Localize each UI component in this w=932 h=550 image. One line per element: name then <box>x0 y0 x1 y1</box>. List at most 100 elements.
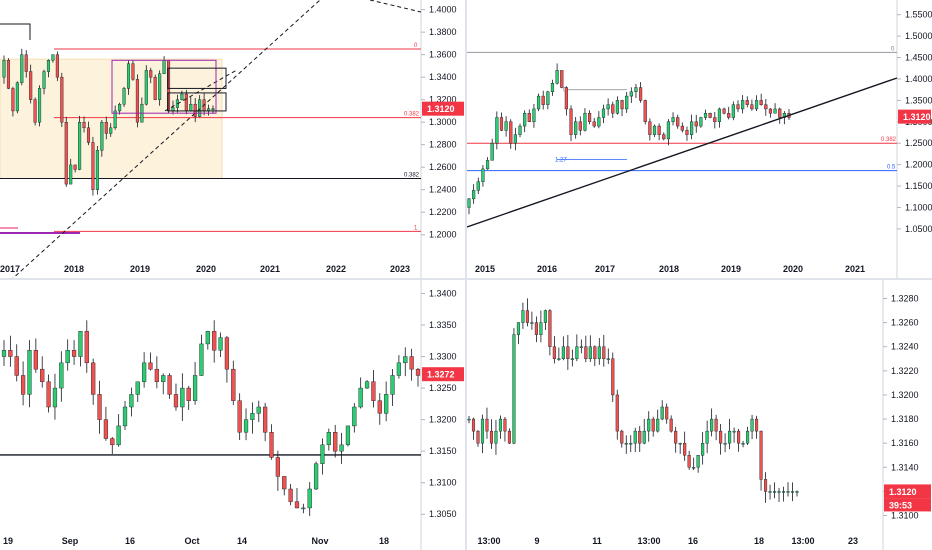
y-tick-label: 1.3500 <box>905 95 932 105</box>
candle-body <box>333 432 338 452</box>
countdown-label: 39:53 <box>889 500 912 510</box>
candle-body <box>294 501 300 509</box>
candle-body <box>490 143 494 161</box>
candle-body <box>467 418 471 421</box>
candle-body <box>116 425 121 446</box>
candle-body <box>237 400 242 433</box>
candle-body <box>345 425 351 446</box>
candle-body <box>692 467 696 469</box>
candle-body <box>6 60 10 89</box>
y-tick-label: 1.3150 <box>429 446 457 456</box>
candle-body <box>548 310 552 347</box>
candle-body <box>648 121 652 135</box>
pane-divider-horizontal[interactable] <box>0 278 932 280</box>
candle-body <box>516 322 520 335</box>
candle-body <box>759 100 763 105</box>
fib-label: 1.27 <box>555 157 567 163</box>
candle-body <box>91 362 96 395</box>
y-tick-label: 1.3100 <box>891 511 919 521</box>
candle-body <box>665 406 669 420</box>
fib-label: 1 <box>414 225 418 231</box>
candle-body <box>180 387 185 408</box>
candle-body <box>263 406 268 433</box>
candle-body <box>161 375 166 382</box>
candle-body <box>578 121 582 131</box>
candle-body <box>513 134 517 144</box>
candle-body <box>575 346 579 359</box>
candle-body <box>409 356 414 370</box>
candle-body <box>634 87 638 93</box>
candle-body <box>471 418 476 432</box>
candle-body <box>777 491 781 493</box>
candle-body <box>489 430 494 444</box>
chart-top-left[interactable]: 1.4000 1.3800 1.3600 1.3400 1.3200 1.3000 1.28… <box>0 0 465 278</box>
y-tick-label: 1.3000 <box>429 117 457 127</box>
last-price-badge <box>898 109 931 124</box>
chart-pane-bottom-right[interactable]: 1.3280 1.3260 1.3240 1.3220 1.3200 1.3180 1.31… <box>467 280 932 550</box>
y-tick-label: 1.3180 <box>891 414 919 424</box>
candle-body <box>384 394 389 414</box>
candle-body <box>59 362 64 389</box>
candle-body <box>64 121 68 185</box>
candle-body <box>154 368 159 382</box>
candle-body <box>110 438 115 446</box>
candle-body <box>97 394 102 420</box>
candle-body <box>685 130 689 135</box>
candle-body <box>193 103 197 117</box>
x-tick-label: 2020 <box>783 264 803 274</box>
chart-bottom-right[interactable]: 1.3280 1.3260 1.3240 1.3220 1.3200 1.3180 1.31… <box>467 280 932 550</box>
x-tick-label: 2018 <box>659 264 679 274</box>
candle-body <box>560 70 564 88</box>
candle-body <box>532 108 536 122</box>
candle-body <box>167 375 172 395</box>
y-tick-label: 1.3280 <box>891 293 919 303</box>
candle-body <box>313 463 319 490</box>
candle-body <box>158 73 162 100</box>
candle-body <box>42 71 46 89</box>
candle-body <box>269 432 274 458</box>
pane-divider-vertical[interactable] <box>465 0 467 550</box>
candle-body <box>606 358 610 360</box>
x-tick-label: 13:00 <box>637 536 660 546</box>
candle-body <box>14 356 19 376</box>
candle-body <box>301 507 306 510</box>
chart-pane-top-right[interactable]: 1.55001.50001.45001.40001.35001.30001.25… <box>467 0 932 278</box>
chart-bottom-left[interactable]: 1.3400 1.3350 1.3300 1.3250 1.3200 1.3150 1.31… <box>0 280 465 550</box>
black-box <box>167 92 227 112</box>
candle-body <box>674 430 678 444</box>
y-tick-label: 1.3200 <box>429 95 457 105</box>
candle-body <box>638 430 642 444</box>
chart-top-right[interactable]: 1.55001.50001.45001.40001.35001.30001.25… <box>467 0 932 278</box>
candle-body <box>126 63 131 89</box>
candle-body <box>352 406 357 427</box>
candle-body <box>690 121 694 135</box>
candle-body <box>148 362 153 370</box>
candle-body <box>678 442 682 445</box>
y-tick-label: 1.2800 <box>429 140 457 150</box>
candle-body <box>503 418 507 432</box>
candle-body <box>358 387 363 408</box>
candle-body <box>539 322 543 335</box>
chart-pane-bottom-left[interactable]: 1.3400 1.3350 1.3300 1.3250 1.3200 1.3150 1.31… <box>0 280 465 550</box>
candle-body <box>15 82 19 112</box>
candle-body <box>764 104 768 110</box>
candle-body <box>498 418 503 432</box>
y-tick-label: 1.2200 <box>429 207 457 217</box>
y-tick-label: 1.4500 <box>905 53 932 63</box>
candle-body <box>569 108 573 135</box>
candle-body <box>122 406 128 427</box>
candle-body <box>764 479 768 492</box>
candle-body <box>642 430 646 444</box>
candle-body <box>189 103 193 112</box>
x-tick-label: 16 <box>125 536 135 546</box>
fib-label: 0.382 <box>404 172 420 178</box>
chart-pane-top-left[interactable]: 1.4000 1.3800 1.3600 1.3400 1.3200 1.3000 1.28… <box>0 0 465 278</box>
trendline <box>467 77 898 228</box>
candle-body <box>629 442 633 445</box>
y-tick-label: 1.4000 <box>429 5 457 15</box>
candle-body <box>282 476 287 490</box>
last-price-label: 1.3120 <box>427 104 455 114</box>
candle-body <box>786 491 790 493</box>
candle-body <box>643 100 647 122</box>
y-tick-label: 1.3050 <box>429 509 457 519</box>
